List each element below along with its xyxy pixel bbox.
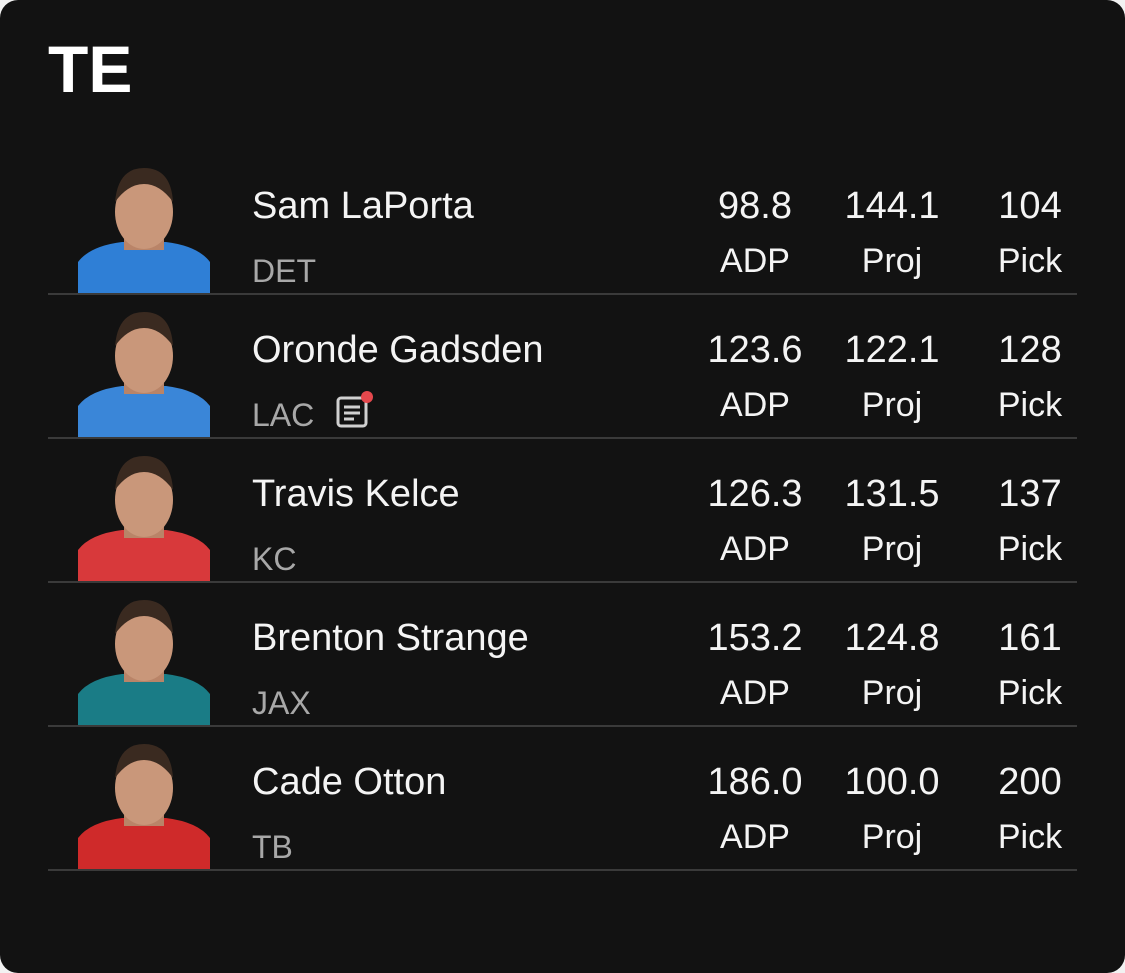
stat-label: Pick: [998, 386, 1063, 424]
section-title: TE: [48, 32, 132, 106]
jersey: [78, 242, 210, 294]
player-photo: [78, 456, 210, 582]
jersey: [78, 530, 210, 582]
stat-label: Proj: [862, 674, 922, 712]
stat-value: 98.8: [718, 185, 792, 227]
stat-value: 161: [998, 617, 1061, 659]
player-team: KC: [252, 541, 296, 577]
stat-label: ADP: [720, 530, 790, 568]
player-name: Travis Kelce: [252, 473, 460, 515]
stat-label: ADP: [720, 386, 790, 424]
stat-value: 200: [998, 761, 1061, 803]
hair: [115, 312, 173, 346]
jersey: [78, 674, 210, 726]
player-row[interactable]: Cade Otton TB 186.0 ADP 100.0 Proj 200 Pick: [48, 744, 1077, 871]
stat-label: ADP: [720, 818, 790, 856]
player-team: LAC: [252, 397, 314, 433]
stat-label: Proj: [862, 242, 922, 280]
stat-label: ADP: [720, 674, 790, 712]
jersey: [78, 386, 210, 438]
player-photo: [78, 600, 210, 726]
player-photo: [78, 168, 210, 294]
player-team: DET: [252, 253, 316, 289]
stat-value: 104: [998, 185, 1061, 227]
face: [115, 751, 173, 825]
stat-value: 131.5: [844, 473, 939, 515]
stat-label: Proj: [862, 530, 922, 568]
face: [115, 175, 173, 249]
stat-label: Proj: [862, 818, 922, 856]
stat-value: 126.3: [707, 473, 802, 515]
player-row[interactable]: Sam LaPorta DET 98.8 ADP 144.1 Proj 104 Pick: [48, 168, 1077, 295]
stat-value: 100.0: [844, 761, 939, 803]
stat-value: 186.0: [707, 761, 802, 803]
face: [115, 463, 173, 537]
stat-value: 153.2: [707, 617, 802, 659]
stat-label: ADP: [720, 242, 790, 280]
stat-value: 137: [998, 473, 1061, 515]
hair: [115, 456, 173, 490]
stat-label: Pick: [998, 530, 1063, 568]
player-photo: [78, 744, 210, 870]
stat-label: Proj: [862, 386, 922, 424]
player-name: Oronde Gadsden: [252, 329, 544, 371]
player-team: JAX: [252, 685, 311, 721]
face: [115, 607, 173, 681]
stat-value: 124.8: [844, 617, 939, 659]
player-name: Cade Otton: [252, 761, 446, 803]
face: [115, 319, 173, 393]
note-icon[interactable]: [336, 391, 373, 428]
hair: [115, 168, 173, 202]
stat-value: 122.1: [844, 329, 939, 371]
player-row[interactable]: Travis Kelce KC 126.3 ADP 131.5 Proj 137 Pick: [48, 456, 1077, 583]
player-team: TB: [252, 829, 293, 865]
hair: [115, 600, 173, 634]
player-row[interactable]: Brenton Strange JAX 153.2 ADP 124.8 Proj 161 Pi…: [48, 600, 1077, 727]
stat-value: 144.1: [844, 185, 939, 227]
player-name: Sam LaPorta: [252, 185, 475, 227]
stat-value: 123.6: [707, 329, 802, 371]
hair: [115, 744, 173, 778]
player-photo: [78, 312, 210, 438]
stat-value: 128: [998, 329, 1061, 371]
stat-label: Pick: [998, 242, 1063, 280]
player-row[interactable]: Oronde Gadsden LAC 123.6 ADP 122.1 Proj 128 Pic…: [48, 312, 1077, 439]
stat-label: Pick: [998, 674, 1063, 712]
player-name: Brenton Strange: [252, 617, 529, 659]
stat-label: Pick: [998, 818, 1063, 856]
jersey: [78, 818, 210, 870]
